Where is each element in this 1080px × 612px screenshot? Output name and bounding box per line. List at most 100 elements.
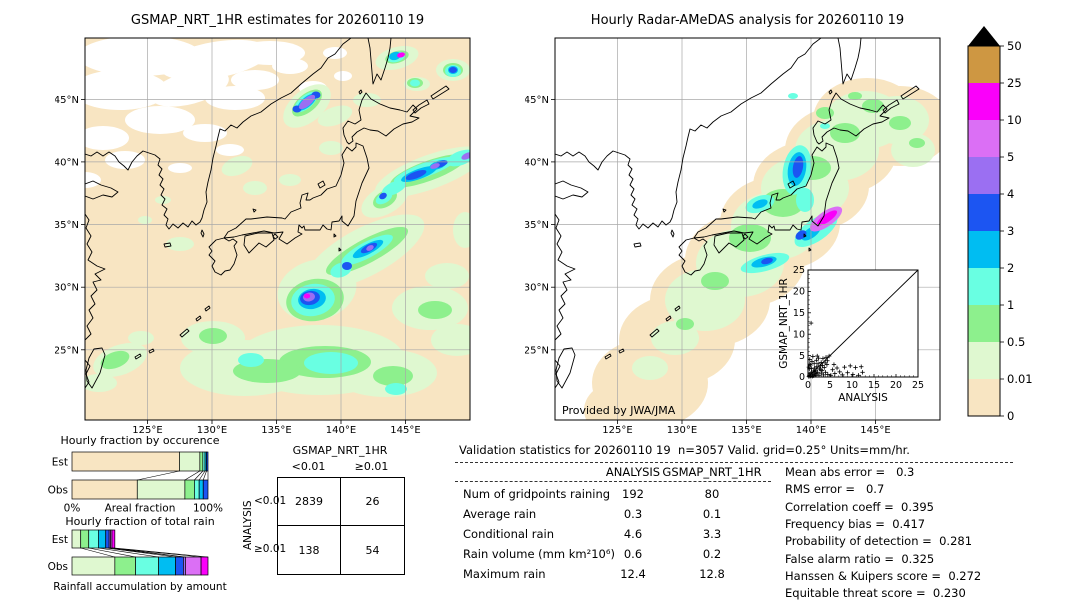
bar-segment-est <box>199 451 204 472</box>
right-map-frame <box>554 37 941 421</box>
colorbar-segment <box>968 305 1000 342</box>
precip-blob <box>701 272 729 290</box>
bar-segment-est <box>80 529 90 549</box>
bar-segment-obs <box>158 556 176 576</box>
precip-blob <box>100 350 130 370</box>
right-map-axis-ticks: 125°E 130°E 135°E 140°E 145°E 45°N 40°N 35°N 30°… <box>525 95 891 436</box>
colorbar-segment <box>968 231 1000 268</box>
occurrence-chart-title: Hourly fraction by occurence <box>61 434 220 447</box>
coastline-path <box>742 233 749 240</box>
left-map-title: GSMAP_NRT_1HR estimates for 20260110 19 <box>130 13 425 28</box>
validation-row: Rain volume (mm km²10⁶) 0.6 0.2 <box>455 547 775 565</box>
colorbar-segment <box>968 157 1000 194</box>
coastline-path <box>85 213 106 341</box>
flow-connector <box>80 547 115 558</box>
x-axis-100pct-label: 100% <box>193 503 223 515</box>
coastline-path <box>882 99 900 114</box>
y-tick-label: 30°N <box>55 283 79 294</box>
precip-blob <box>373 366 413 386</box>
gsmap-value: 0.2 <box>702 547 722 561</box>
contingency-title: GSMAP_NRT_1HR <box>292 444 388 457</box>
bar-segment-obs <box>175 556 184 576</box>
validation-row: Maximum rain 12.4 12.8 <box>455 567 775 585</box>
precip-blob <box>418 301 452 319</box>
coastline-path <box>148 348 155 354</box>
coastline-path <box>179 328 190 338</box>
coastline-path <box>430 85 450 100</box>
coastline-path <box>85 347 106 389</box>
bar-segment-obs <box>194 479 200 500</box>
analysis-value: 192 <box>622 487 644 501</box>
precip-blob <box>397 52 405 58</box>
colorbar-segment <box>968 379 1000 416</box>
flow-connector <box>198 470 206 481</box>
occurrence-x-axis-label: Areal fraction <box>105 503 176 515</box>
x-tick-label: 145°E <box>390 425 420 436</box>
precip-blob <box>762 189 804 217</box>
precip-blob <box>85 374 117 392</box>
coastline-path <box>693 142 840 245</box>
precip-blob <box>303 293 311 299</box>
colorbar-tick-label: 4 <box>1007 187 1014 201</box>
bar-segment-obs <box>184 479 195 500</box>
coastline-path <box>633 242 642 248</box>
bar-segment-obs <box>135 556 159 576</box>
inset-x-tick-label: 20 <box>890 380 902 391</box>
dashed-divider-header <box>455 481 771 482</box>
coastline-path <box>358 89 363 95</box>
inset-x-tick-label: 10 <box>846 380 858 391</box>
obs-label: Obs <box>48 561 68 573</box>
left-map-axis-ticks: 125°E 130°E 135°E 140°E 145°E 45°N 40°N 35°N 30°… <box>55 95 421 436</box>
contingency-row-axis-label: ANALYSIS <box>242 500 254 550</box>
inset-y-tick-label: 15 <box>793 308 805 319</box>
scatter-inset: 00 5 5 10 10 15 15 20 20 25 25 ANALYSIS GSMAP_NRT_1H… <box>778 265 924 404</box>
x-axis-0pct-label: 0% <box>64 503 81 515</box>
precip-blob <box>430 163 440 169</box>
precip-blob <box>830 123 860 143</box>
precip-blob <box>168 163 192 173</box>
coastline-path <box>808 247 812 252</box>
validation-row: Num of gridpoints raining 192 80 <box>455 487 775 505</box>
coastline-path <box>787 180 796 189</box>
dashed-divider-top <box>455 462 1013 463</box>
metric-equitable-threat-score: Equitable threat score = 0.230 <box>785 586 966 601</box>
flow-connector <box>114 547 209 558</box>
contingency-cell-miss: 26 <box>341 478 404 526</box>
coastline-path <box>649 328 660 338</box>
coastline-path <box>243 232 275 254</box>
colorbar-tick-label: 50 <box>1007 39 1022 53</box>
colorbar-tick-label: 0 <box>1007 409 1014 423</box>
inset-x-tick-label: 15 <box>868 380 880 391</box>
precip-blob <box>761 257 773 265</box>
precip-blob <box>155 196 171 204</box>
precip-blob <box>221 155 253 177</box>
bar-segment-est <box>179 451 201 472</box>
coastline-path <box>604 353 612 360</box>
coastline-path <box>272 233 279 240</box>
precip-blob <box>909 138 925 148</box>
colorbar-tick-label: 1 <box>1007 298 1014 312</box>
totalrain-x-axis-label: Rainfall accumulation by amount <box>53 581 226 593</box>
column-header-gsmap: GSMAP_NRT_1HR <box>662 465 762 479</box>
metric-correlation-coeff: Correlation coeff = 0.395 <box>785 499 934 514</box>
coastline-path <box>333 233 337 238</box>
precip-blob <box>85 126 129 150</box>
coastline-path <box>674 305 681 312</box>
contingency-col-label-lt: <0.01 <box>291 460 326 473</box>
inset-x-tick-label: 0 <box>805 380 811 391</box>
totalrain-chart-title: Hourly fraction of total rain <box>65 515 214 528</box>
colorbar-tick-label: 5 <box>1007 150 1014 164</box>
contingency-row-label-ge: ≥0.01 <box>254 543 287 555</box>
bar-segment-est <box>71 529 82 549</box>
gsmap-value: 0.1 <box>702 507 722 521</box>
precip-blob <box>795 230 807 240</box>
metric-hanssen-kuipers-score: Hanssen & Kuipers score = 0.272 <box>785 568 982 583</box>
coastline-path <box>134 353 142 360</box>
precip-blob <box>796 188 814 212</box>
bar-segment-est <box>206 451 209 472</box>
x-tick-label: 130°E <box>667 425 697 436</box>
coastline-path <box>555 38 822 230</box>
x-tick-label: 135°E <box>261 425 291 436</box>
flow-connector <box>105 547 176 558</box>
coastline-path <box>208 237 238 276</box>
